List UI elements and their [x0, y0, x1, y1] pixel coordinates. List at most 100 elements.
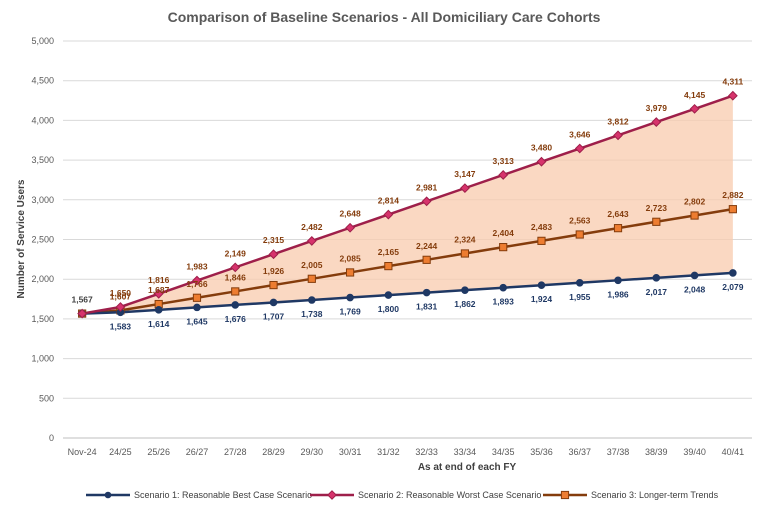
data-point	[690, 211, 699, 220]
x-tick-label: 40/41	[722, 447, 745, 457]
data-label: 3,812	[607, 116, 629, 126]
data-point	[231, 287, 240, 296]
data-point	[422, 288, 431, 297]
data-label: 1,614	[148, 319, 170, 329]
data-label: 3,646	[569, 130, 591, 140]
y-tick-label: 5,000	[31, 36, 54, 46]
data-point	[499, 283, 507, 292]
data-label: 2,005	[301, 260, 323, 270]
legend-marker	[104, 491, 112, 499]
data-point	[689, 103, 700, 114]
data-label: 2,802	[684, 197, 706, 207]
data-point	[193, 303, 201, 312]
data-point	[153, 288, 164, 299]
data-point	[652, 274, 661, 282]
series-line	[82, 271, 733, 315]
series-markers	[77, 90, 738, 319]
data-label: 1,893	[493, 297, 515, 307]
data-point	[537, 236, 546, 245]
data-point	[345, 268, 355, 277]
data-label: 2,723	[646, 203, 668, 213]
data-label: 2,643	[607, 209, 629, 219]
data-label: 1,924	[531, 294, 553, 304]
data-point	[77, 308, 88, 319]
data-point	[690, 271, 699, 280]
x-tick-label: 24/25	[109, 447, 132, 457]
legend: Scenario 1: Reasonable Best Case Scenari…	[86, 490, 719, 500]
data-point	[345, 222, 355, 233]
data-label: 1,800	[378, 304, 400, 314]
data-label: 2,483	[531, 222, 553, 232]
data-point	[306, 236, 317, 246]
data-point	[269, 280, 278, 290]
series-line	[82, 207, 734, 315]
gridlines	[63, 40, 752, 439]
y-tick-label: 500	[39, 393, 54, 403]
x-tick-label: 32/33	[415, 447, 438, 457]
data-point	[115, 302, 126, 312]
data-label: 4,145	[684, 90, 706, 100]
data-point	[383, 209, 394, 220]
data-point	[460, 249, 470, 258]
data-point	[269, 298, 278, 307]
y-tick-label: 4,000	[31, 115, 54, 125]
x-tick-label: Nov-24	[68, 447, 97, 457]
data-point	[613, 224, 623, 233]
data-label: 1,650	[110, 288, 132, 298]
data-label: 2,563	[569, 215, 591, 225]
y-axis-label: Number of Service Users	[16, 179, 27, 298]
y-axis-ticks: 0 500 1,000 1,500 2,000 2,500 3,000 3,500 4,000 4…	[31, 36, 54, 443]
band-area	[82, 95, 733, 314]
x-tick-label: 36/37	[568, 447, 591, 457]
data-label: 1,687	[148, 285, 170, 295]
x-tick-label: 27/28	[224, 447, 247, 457]
data-label: 1,645	[186, 316, 208, 326]
data-label: 2,324	[454, 234, 476, 244]
data-label: 2,882	[722, 190, 744, 200]
data-point	[308, 296, 316, 304]
data-point	[575, 278, 584, 287]
data-point	[192, 293, 202, 302]
data-point	[575, 230, 584, 239]
data-point	[192, 275, 202, 286]
y-tick-label: 1,000	[31, 354, 54, 364]
data-point	[574, 143, 585, 154]
y-tick-label: 4,500	[31, 76, 54, 86]
data-label: 1,607	[110, 291, 132, 301]
x-tick-label: 37/38	[607, 447, 630, 457]
data-label: 3,313	[493, 156, 515, 166]
y-tick-label: 1,500	[31, 314, 54, 324]
data-label: 2,165	[378, 247, 400, 257]
data-label: 1,983	[186, 262, 208, 272]
data-label: 2,149	[225, 248, 247, 258]
x-axis-label: As at end of each FY	[418, 462, 517, 473]
data-point	[307, 274, 316, 283]
y-tick-label: 2,500	[31, 235, 54, 245]
x-tick-label: 28/29	[262, 447, 285, 457]
data-point	[154, 306, 163, 314]
data-label: 1,986	[607, 289, 629, 299]
data-point	[614, 276, 622, 285]
data-point	[231, 301, 240, 309]
data-label: 1,676	[225, 314, 247, 324]
y-tick-label: 2,000	[31, 274, 54, 284]
data-label: 2,482	[301, 222, 323, 232]
data-point	[422, 255, 431, 264]
data-point	[536, 156, 547, 167]
x-tick-label: 29/30	[301, 447, 324, 457]
data-label: 1,707	[263, 311, 285, 321]
data-label: 1,955	[569, 292, 591, 302]
scenario-band	[82, 95, 733, 314]
legend-marker	[327, 490, 337, 500]
data-label: 3,147	[454, 169, 476, 179]
data-label: 2,648	[339, 209, 361, 219]
legend-marker	[560, 490, 570, 500]
data-point	[613, 130, 623, 141]
data-label: 4,311	[722, 77, 743, 87]
data-labels: 1,567 1,583 1,614 1,645 1,676 1,707 1,738 1,769…	[71, 77, 743, 332]
y-tick-label: 3,000	[31, 195, 54, 205]
x-tick-label: 31/32	[377, 447, 400, 457]
data-label: 2,079	[722, 282, 744, 292]
data-label: 2,085	[339, 253, 361, 263]
